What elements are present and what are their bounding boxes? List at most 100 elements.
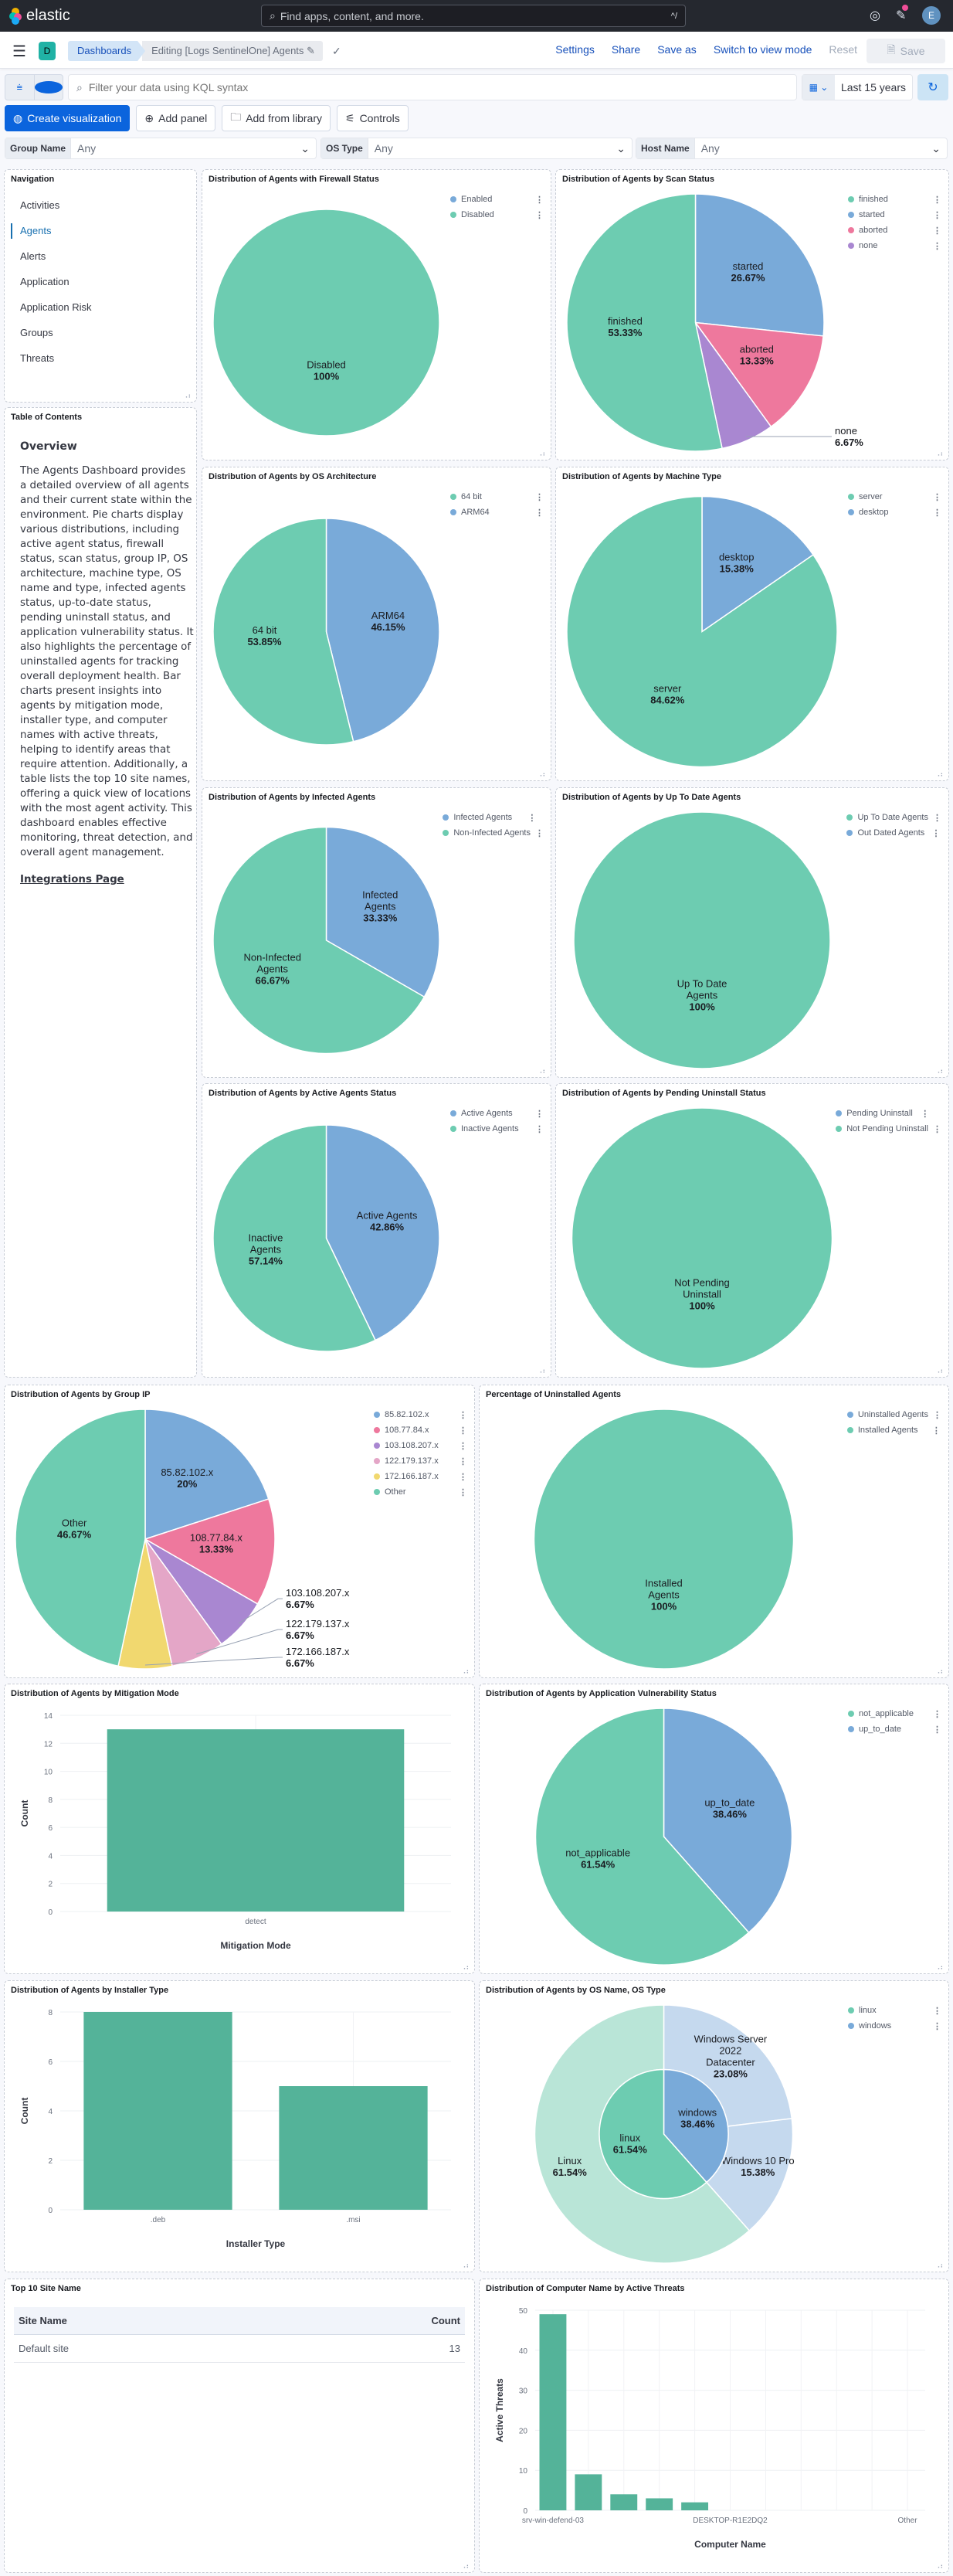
legend-item[interactable]: 85.82.102.x ⋮ [374, 1407, 467, 1422]
legend-actions-icon[interactable]: ⋮ [921, 1109, 929, 1119]
pie-slice-linux[interactable] [599, 2068, 707, 2200]
resize-handle-icon[interactable]: ⠠⠆ [537, 1367, 548, 1375]
bar-detect[interactable] [107, 1729, 405, 1912]
share-button[interactable]: Share [611, 43, 641, 56]
legend-actions-icon[interactable]: ⋮ [933, 1709, 941, 1719]
news-feed-icon[interactable]: ✎ [896, 5, 908, 23]
legend-actions-icon[interactable]: ⋮ [535, 492, 544, 502]
resize-handle-icon[interactable]: ⠠⠆ [934, 2562, 945, 2570]
legend-item[interactable]: desktop ⋮ [848, 505, 941, 520]
legend-actions-icon[interactable]: ⋮ [933, 195, 941, 205]
resize-handle-icon[interactable]: ⠠⠆ [537, 450, 548, 457]
date-picker[interactable]: ▦ ⌄ Last 15 years [802, 74, 913, 100]
legend-actions-icon[interactable]: ⋮ [535, 1109, 544, 1119]
legend-actions-icon[interactable]: ⋮ [535, 508, 544, 518]
resize-handle-icon[interactable]: ⠠⠆ [460, 2262, 471, 2269]
time-range-label[interactable]: Last 15 years [840, 81, 906, 93]
column-header-site-name[interactable]: Site Name [14, 2307, 289, 2335]
control-value[interactable]: Any [77, 142, 97, 155]
legend-item[interactable]: 103.108.207.x ⋮ [374, 1438, 467, 1453]
legend-item[interactable]: Up To Date Agents ⋮ [846, 810, 941, 825]
pie-slice-installed-agents[interactable] [533, 1409, 795, 1670]
resize-handle-icon[interactable]: ⠠⠆ [460, 1667, 471, 1675]
resize-handle-icon[interactable]: ⠠⠆ [460, 1963, 471, 1971]
pie-slice-other[interactable] [15, 1409, 146, 1667]
legend-actions-icon[interactable]: ⋮ [535, 828, 544, 838]
resize-handle-icon[interactable]: ⠠⠆ [934, 1963, 945, 1971]
save-as-button[interactable]: Save as [657, 43, 697, 56]
legend-actions-icon[interactable]: ⋮ [931, 1426, 941, 1436]
nav-link-groups[interactable]: Groups [20, 327, 53, 338]
legend-actions-icon[interactable]: ⋮ [933, 813, 941, 823]
legend-item[interactable]: server ⋮ [848, 489, 941, 505]
resize-handle-icon[interactable]: ⠠⠆ [934, 1067, 945, 1075]
legend-item[interactable]: finished ⋮ [848, 192, 941, 207]
pie-slice-inactive-agents[interactable] [212, 1124, 377, 1352]
legend-item[interactable]: up_to_date ⋮ [848, 1721, 941, 1737]
legend-actions-icon[interactable]: ⋮ [459, 1441, 467, 1451]
chevron-down-icon[interactable]: ⌄ [300, 141, 310, 155]
legend-actions-icon[interactable]: ⋮ [459, 1456, 467, 1466]
legend-item[interactable]: 172.166.187.x ⋮ [374, 1469, 467, 1484]
add-from-library-button[interactable]: 🗀 Add from library [222, 105, 331, 131]
refresh-button[interactable]: ↻ [917, 74, 948, 100]
switch-to-view-mode-button[interactable]: Switch to view mode [713, 43, 812, 56]
elastic-logo[interactable]: elastic [9, 7, 70, 25]
legend-actions-icon[interactable]: ⋮ [933, 508, 941, 518]
pie-slice-85-82-102-x[interactable] [144, 1409, 270, 1541]
pie-slice-not-pending-uninstall[interactable] [571, 1107, 833, 1369]
chevron-down-icon[interactable]: ✓ [331, 44, 341, 57]
column-header-count[interactable]: Count [288, 2307, 465, 2335]
menu-icon[interactable]: ☰ [12, 43, 26, 60]
legend-item[interactable]: ARM64 ⋮ [450, 505, 544, 520]
resize-handle-icon[interactable]: ⠠⠆ [934, 1667, 945, 1675]
legend-actions-icon[interactable]: ⋮ [933, 226, 941, 236]
legend-item[interactable]: started ⋮ [848, 207, 941, 223]
pie-slice-disabled[interactable] [212, 209, 440, 437]
settings-button[interactable]: Settings [555, 43, 595, 56]
legend-actions-icon[interactable]: ⋮ [535, 1124, 544, 1134]
global-search[interactable]: ⌕ Find apps, content, and more. ^/ [261, 5, 686, 27]
legend-item[interactable]: Installed Agents ⋮ [846, 1422, 941, 1438]
kql-query-field[interactable]: ⌕ [68, 74, 797, 100]
legend-item[interactable]: Active Agents ⋮ [450, 1106, 544, 1121]
breadcrumb-dashboards[interactable]: Dashboards [68, 41, 146, 61]
legend-actions-icon[interactable]: ⋮ [933, 1124, 941, 1134]
pie-slice-64-bit[interactable] [212, 518, 354, 746]
legend-item[interactable]: none ⋮ [848, 238, 941, 253]
legend-actions-icon[interactable]: ⋮ [933, 492, 941, 502]
chevron-down-icon[interactable]: ⌄ [931, 141, 941, 155]
help-icon[interactable]: ◎ [870, 9, 880, 22]
pie-slice-active-agents[interactable] [325, 1124, 440, 1341]
pencil-icon[interactable]: ✎ [307, 45, 315, 56]
nav-link-application[interactable]: Application [20, 276, 70, 287]
legend-actions-icon[interactable]: ⋮ [459, 1487, 467, 1497]
resize-handle-icon[interactable]: ⠠⠆ [537, 1067, 548, 1075]
legend-item[interactable]: Pending Uninstall ⋮ [836, 1106, 941, 1121]
user-avatar[interactable]: E [922, 6, 941, 25]
legend-actions-icon[interactable]: ⋮ [931, 828, 940, 838]
legend-item[interactable]: 64 bit ⋮ [450, 489, 544, 505]
resize-handle-icon[interactable]: ⠠⠆ [934, 770, 945, 778]
resize-handle-icon[interactable]: ⠠⠆ [934, 2262, 945, 2269]
calendar-icon[interactable]: ▦ ⌄ [802, 75, 835, 100]
legend-item[interactable]: aborted ⋮ [848, 223, 941, 238]
legend-item[interactable]: Out Dated Agents ⋮ [846, 825, 941, 841]
pie-slice-server[interactable] [566, 495, 838, 768]
controls-button[interactable]: ⚟ Controls [337, 105, 409, 131]
bar-deb[interactable] [83, 2012, 232, 2210]
legend-item[interactable]: Enabled ⋮ [450, 192, 544, 207]
nav-link-threats[interactable]: Threats [20, 352, 55, 364]
legend-item[interactable]: Inactive Agents ⋮ [450, 1121, 544, 1137]
control-os-type[interactable]: OS Type Any ⌄ [320, 138, 633, 159]
pie-slice-not-applicable[interactable] [534, 1708, 750, 1966]
legend-item[interactable]: 108.77.84.x ⋮ [374, 1422, 467, 1438]
control-value[interactable]: Any [700, 142, 720, 155]
space-badge[interactable]: D [39, 42, 56, 60]
legend-item[interactable]: Infected Agents ⋮ [443, 810, 543, 825]
integrations-page-link[interactable]: Integrations Page [20, 874, 124, 885]
reset-button[interactable]: Reset [829, 43, 857, 56]
legend-item[interactable]: windows ⋮ [848, 2018, 941, 2034]
bar-item-2[interactable] [610, 2494, 638, 2510]
resize-handle-icon[interactable]: ⠠⠆ [460, 2562, 471, 2570]
